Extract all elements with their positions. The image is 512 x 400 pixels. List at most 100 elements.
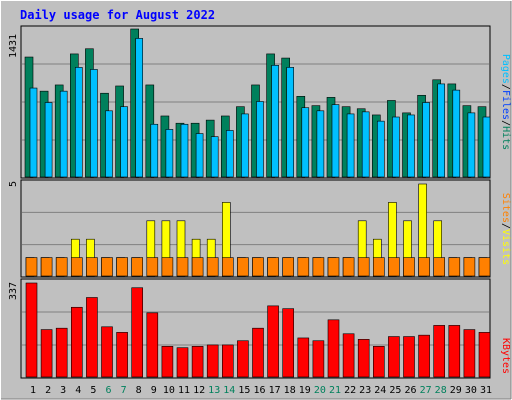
day-label-15: 15 — [238, 385, 250, 396]
day-label-9: 9 — [151, 385, 157, 396]
sites-bar-day-26 — [403, 257, 415, 277]
files-bar-day-27 — [422, 102, 430, 178]
day-label-7: 7 — [121, 385, 127, 396]
files-bar-day-23 — [361, 111, 370, 178]
sites-bar-day-23 — [357, 257, 370, 277]
day-label-18: 18 — [284, 385, 296, 396]
files-bar-day-14 — [226, 130, 234, 178]
files-bar-day-22 — [346, 113, 355, 178]
kbytes-bar-day-20 — [312, 340, 325, 378]
sites-bar-day-4 — [71, 257, 83, 277]
kbytes-bar-day-26 — [403, 336, 415, 378]
day-label-2: 2 — [45, 385, 51, 396]
kbytes-bar-day-17 — [267, 305, 279, 378]
sites-bar-day-3 — [55, 257, 68, 277]
files-bar-day-7 — [120, 106, 128, 178]
bot-max-label: 337 — [8, 282, 19, 300]
day-label-26: 26 — [404, 385, 416, 396]
day-label-22: 22 — [344, 385, 356, 396]
day-label-5: 5 — [90, 385, 96, 396]
sites-bar-day-30 — [463, 257, 476, 277]
day-label-3: 3 — [60, 385, 66, 396]
day-label-21: 21 — [329, 385, 341, 396]
sites-bar-day-14 — [222, 257, 234, 277]
day-label-25: 25 — [389, 385, 401, 396]
legend-pages: Pages — [500, 54, 511, 84]
files-bar-day-30 — [467, 112, 476, 178]
kbytes-bar-day-31 — [478, 332, 491, 378]
sites-bar-day-19 — [297, 257, 310, 277]
kbytes-bar-day-7 — [116, 332, 128, 378]
kbytes-bar-day-5 — [86, 297, 98, 378]
kbytes-bar-day-24 — [372, 346, 385, 378]
day-label-19: 19 — [299, 385, 311, 396]
kbytes-bar-day-21 — [327, 319, 340, 378]
files-bar-day-3 — [59, 90, 68, 178]
day-label-17: 17 — [269, 385, 281, 396]
kbytes-bar-day-11 — [176, 347, 189, 378]
sites-bar-day-27 — [418, 257, 430, 277]
day-label-20: 20 — [314, 385, 326, 396]
day-label-11: 11 — [178, 385, 190, 396]
top-legend: Pages/Files/Hits — [500, 54, 511, 150]
day-label-28: 28 — [435, 385, 447, 396]
mid-legend: Sites/Visits — [500, 193, 511, 265]
kbytes-bar-day-4 — [71, 306, 83, 378]
kbytes-bar-day-19 — [297, 337, 310, 378]
files-bar-day-11 — [180, 123, 189, 178]
kbytes-bar-day-30 — [463, 329, 476, 378]
day-label-16: 16 — [253, 385, 265, 396]
files-bar-day-25 — [392, 116, 400, 178]
day-label-14: 14 — [223, 385, 235, 396]
sites-bar-day-5 — [86, 257, 98, 277]
files-bar-day-13 — [210, 136, 219, 178]
sites-bar-day-21 — [327, 257, 340, 277]
legend-files: Files — [500, 90, 511, 120]
sites-bar-day-8 — [131, 257, 143, 277]
visits-sites-bars — [25, 183, 491, 277]
sites-bar-day-6 — [101, 257, 113, 277]
kbytes-bar-day-8 — [131, 287, 143, 378]
sites-bar-day-1 — [25, 257, 38, 277]
kbytes-bar-day-14 — [222, 344, 234, 378]
kbytes-bar-day-12 — [191, 346, 204, 378]
day-label-10: 10 — [163, 385, 175, 396]
files-bar-day-24 — [376, 120, 385, 178]
files-bar-day-18 — [286, 67, 295, 178]
sites-bar-day-28 — [433, 257, 446, 277]
sites-bar-day-15 — [237, 257, 249, 277]
day-label-29: 29 — [450, 385, 462, 396]
files-bar-day-26 — [407, 114, 415, 178]
hits-files-pages-bars — [24, 28, 491, 178]
files-bar-day-15 — [241, 113, 249, 178]
top-max-label: 1431 — [8, 34, 19, 58]
files-bar-day-16 — [256, 101, 264, 178]
sites-bar-day-31 — [478, 257, 491, 277]
sites-bar-day-10 — [161, 257, 174, 277]
day-label-30: 30 — [465, 385, 477, 396]
day-label-13: 13 — [208, 385, 220, 396]
sites-bar-day-7 — [116, 257, 128, 277]
files-bar-day-4 — [75, 67, 83, 178]
sites-bar-day-25 — [388, 257, 400, 277]
sites-bar-day-9 — [146, 257, 159, 277]
files-bar-day-2 — [44, 102, 53, 178]
day-label-12: 12 — [193, 385, 205, 396]
sites-bar-day-22 — [342, 257, 355, 277]
kbytes-bar-day-23 — [357, 339, 370, 378]
files-bar-day-31 — [482, 116, 491, 178]
files-bar-day-5 — [90, 69, 98, 178]
kbytes-bars — [25, 282, 491, 378]
kbytes-bar-day-1 — [25, 282, 38, 378]
files-bar-day-8 — [135, 38, 143, 178]
files-bar-day-9 — [150, 123, 159, 178]
sites-bar-day-16 — [252, 257, 264, 277]
legend-hits: Hits — [500, 126, 511, 150]
chart-title: Daily usage for August 2022 — [20, 8, 215, 22]
kbytes-bar-day-6 — [101, 326, 113, 378]
kbytes-bar-day-9 — [146, 312, 159, 378]
kbytes-bar-day-3 — [55, 327, 68, 378]
day-label-1: 1 — [30, 385, 36, 396]
files-bar-day-21 — [331, 104, 340, 178]
